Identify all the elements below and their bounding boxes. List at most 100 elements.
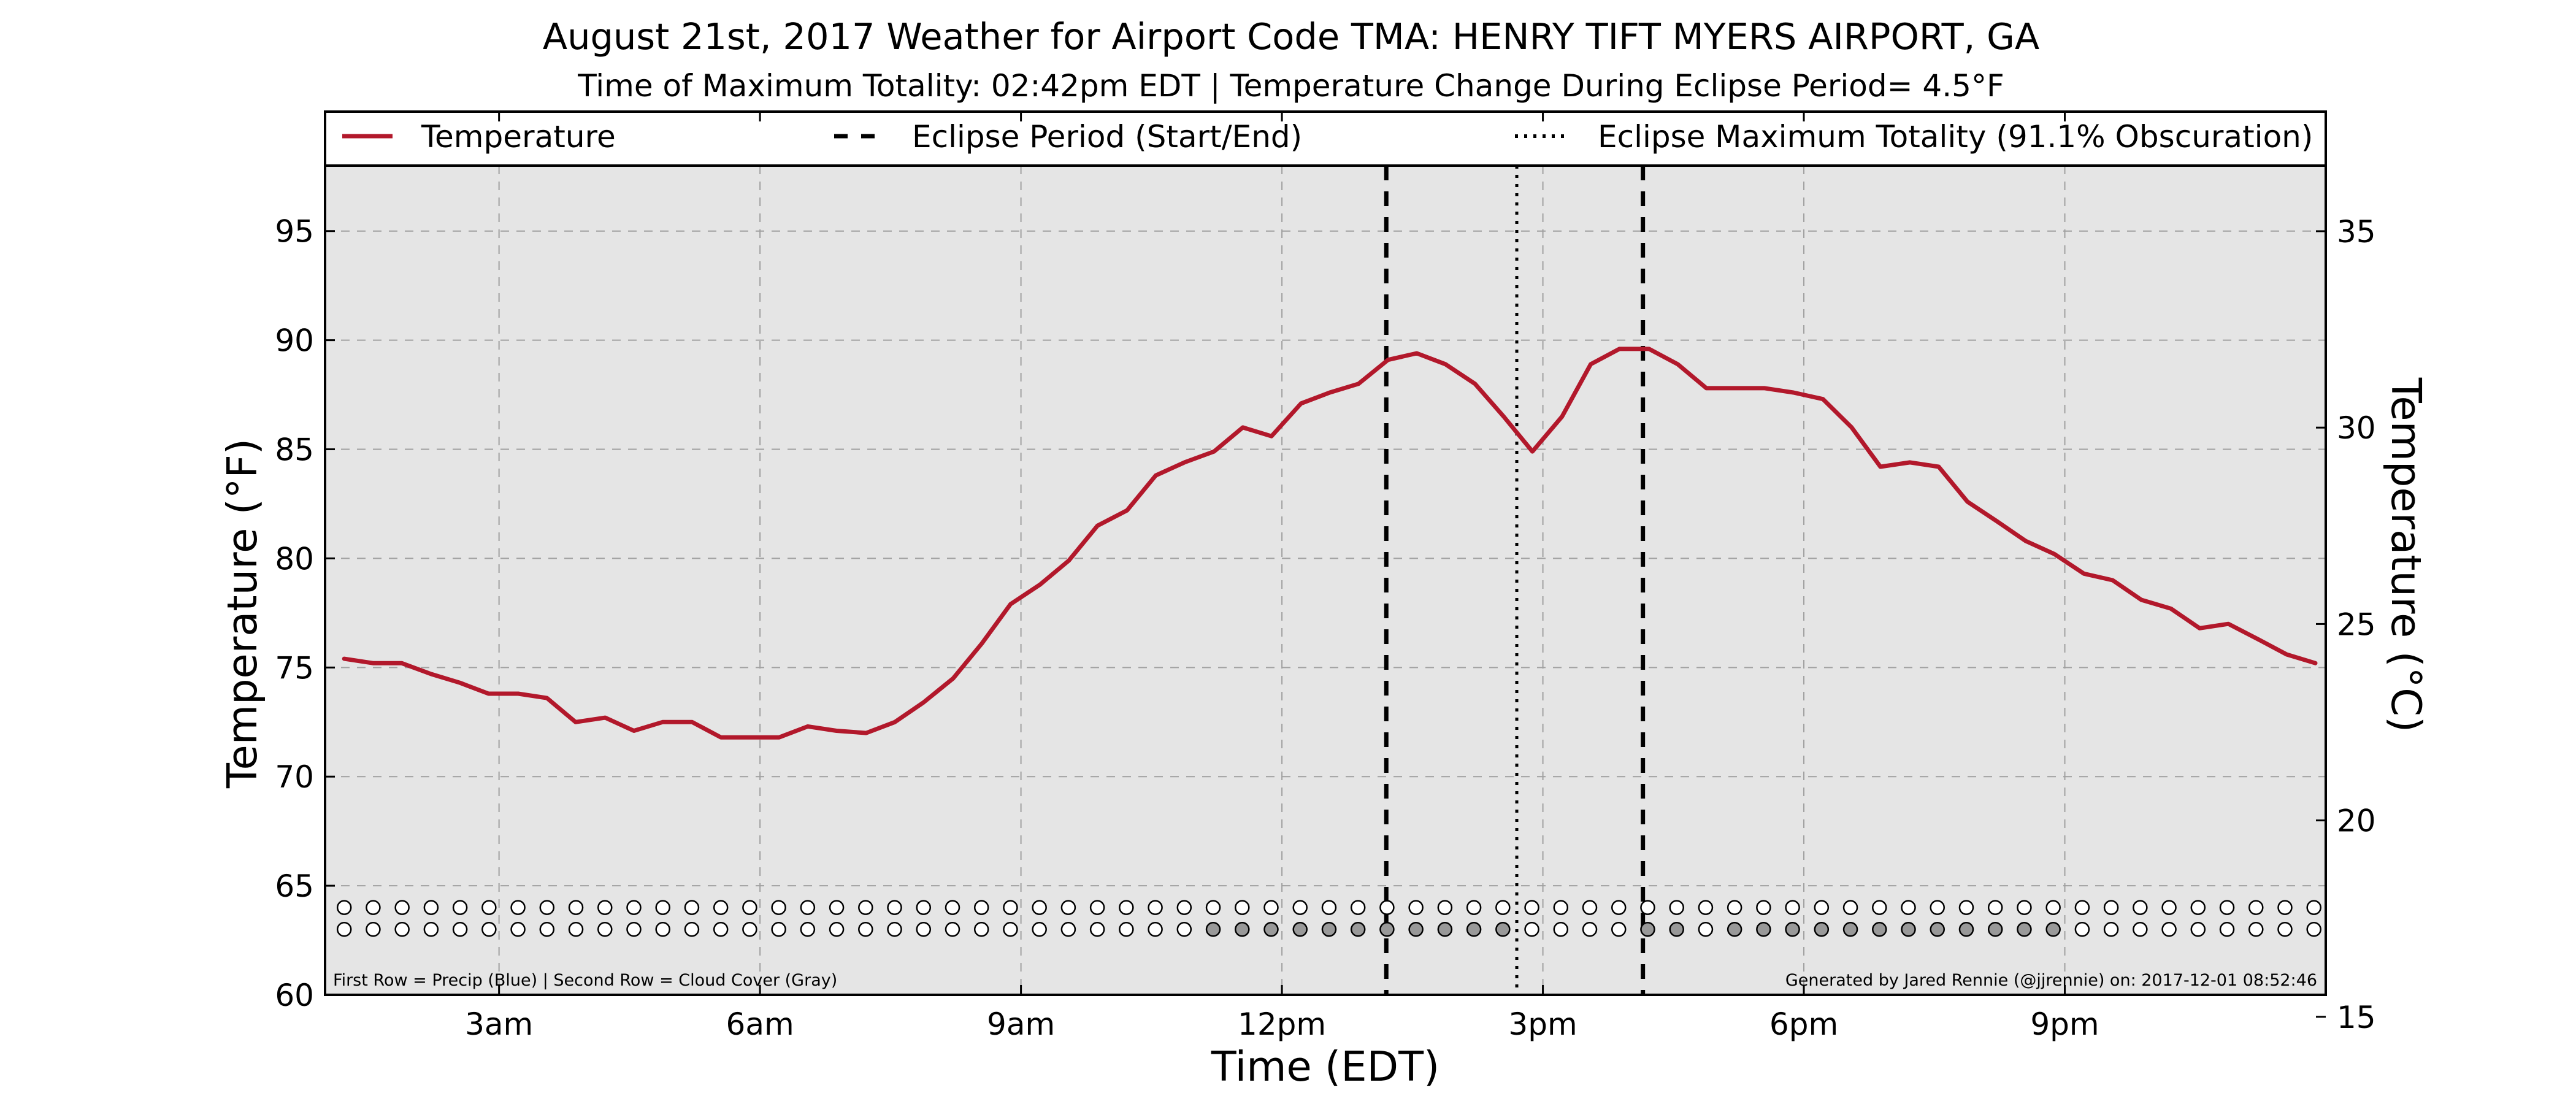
precip-dot — [1235, 900, 1250, 915]
precip-dot — [1640, 900, 1655, 915]
precip-dot — [2306, 900, 2321, 915]
precip-dot — [1379, 900, 1395, 915]
cloud-cover-dot — [452, 922, 468, 937]
cloud-cover-dot — [1611, 922, 1627, 937]
y-tick-label: 75 — [275, 650, 314, 686]
legend-label-temperature: Temperature — [421, 119, 616, 155]
precip-dot — [1524, 900, 1539, 915]
precip-dot — [742, 900, 757, 915]
cloud-cover-dot — [973, 922, 989, 937]
cloud-cover-dot — [1466, 922, 1482, 937]
precip-dot — [1205, 900, 1221, 915]
cloud-cover-dot — [2133, 922, 2148, 937]
cloud-cover-dot — [858, 922, 873, 937]
precip-dot — [2045, 900, 2061, 915]
chart-subtitle: Time of Maximum Totality: 02:42pm EDT | … — [577, 68, 2004, 104]
cloud-cover-dot — [394, 922, 410, 937]
cloud-cover-dot — [568, 922, 584, 937]
cloud-cover-dot — [1350, 922, 1366, 937]
x-axis-ticks: 3am 6am 9am 12pm 3pm 6pm 9pm — [465, 112, 2099, 1042]
cloud-cover-dot — [336, 922, 352, 937]
cloud-cover-dot — [2074, 922, 2090, 937]
cloud-cover-dot — [742, 922, 757, 937]
precip-dot — [452, 900, 468, 915]
precip-dot — [1842, 900, 1858, 915]
cloud-cover-dot — [1263, 922, 1279, 937]
precip-dot — [829, 900, 845, 915]
cloud-cover-dot — [1901, 922, 1916, 937]
y-tick-label: 95 — [275, 214, 314, 250]
cloud-cover-dot — [366, 922, 381, 937]
cloud-cover-dot — [2161, 922, 2177, 937]
cloud-cover-dot — [1495, 922, 1511, 937]
x-tick-label: 9pm — [2030, 1006, 2099, 1042]
footnote-right: Generated by Jared Rennie (@jjrennie) on… — [1785, 971, 2317, 990]
precip-dot — [1437, 900, 1453, 915]
cloud-cover-dot — [1814, 922, 1830, 937]
footnote-left: First Row = Precip (Blue) | Second Row =… — [333, 971, 837, 990]
precip-dot — [1292, 900, 1308, 915]
x-axis-label: Time (EDT) — [1211, 1043, 1439, 1091]
cloud-cover-dot — [1987, 922, 2003, 937]
precip-dot — [2219, 900, 2235, 915]
precip-dot — [2074, 900, 2090, 915]
precip-dot — [626, 900, 642, 915]
precip-dot — [1089, 900, 1105, 915]
y2-tick-label: 25 — [2337, 607, 2376, 642]
y-tick-label: 65 — [275, 868, 314, 904]
precip-dot — [1987, 900, 2003, 915]
cloud-cover-dot — [626, 922, 642, 937]
cloud-cover-dot — [1958, 922, 1974, 937]
legend-label-max-totality: Eclipse Maximum Totality (91.1% Obscurat… — [1598, 119, 2313, 155]
cloud-cover-dot — [1119, 922, 1134, 937]
precip-dot — [510, 900, 526, 915]
cloud-cover-dot — [655, 922, 670, 937]
precip-dot — [1901, 900, 1916, 915]
cloud-cover-dot — [1321, 922, 1337, 937]
x-tick-label: 3am — [465, 1006, 533, 1042]
cloud-cover-dot — [684, 922, 700, 937]
precip-dot — [1785, 900, 1800, 915]
precip-dot — [887, 900, 902, 915]
plot-area — [325, 166, 2326, 995]
y-tick-label: 60 — [275, 978, 314, 1013]
cloud-cover-dot — [1872, 922, 1887, 937]
cloud-cover-dot — [713, 922, 729, 937]
precip-dot — [2017, 900, 2032, 915]
cloud-cover-dot — [1235, 922, 1250, 937]
precip-dot — [481, 900, 497, 915]
precip-dot — [2161, 900, 2177, 915]
x-tick-label: 6am — [726, 1006, 794, 1042]
cloud-cover-dot — [539, 922, 555, 937]
precip-dot — [597, 900, 613, 915]
x-tick-label: 12pm — [1238, 1006, 1326, 1042]
precip-dot — [2277, 900, 2293, 915]
precip-dot — [539, 900, 555, 915]
chart-title: August 21st, 2017 Weather for Airport Co… — [543, 15, 2040, 58]
precip-dot — [916, 900, 932, 915]
cloud-cover-dot — [2306, 922, 2321, 937]
precip-dot — [1148, 900, 1163, 915]
x-tick-label: 3pm — [1508, 1006, 1577, 1042]
cloud-cover-dot — [829, 922, 845, 937]
x-tick-label: 9am — [987, 1006, 1055, 1042]
precip-dot — [1350, 900, 1366, 915]
precip-dot — [1263, 900, 1279, 915]
y2-tick-label: 30 — [2337, 410, 2376, 446]
precip-dot — [1553, 900, 1569, 915]
precip-dot — [2190, 900, 2206, 915]
cloud-cover-dot — [1292, 922, 1308, 937]
precip-dot — [1466, 900, 1482, 915]
cloud-cover-dot — [1582, 922, 1598, 937]
cloud-cover-dot — [510, 922, 526, 937]
precip-dot — [1756, 900, 1771, 915]
y2-axis-ticks: 15 20 25 30 35 — [2316, 214, 2376, 1035]
observation-rows — [336, 900, 2321, 937]
cloud-cover-dot — [1553, 922, 1569, 937]
cloud-cover-dot — [1669, 922, 1684, 937]
precip-dot — [655, 900, 670, 915]
cloud-cover-dot — [1930, 922, 1945, 937]
precip-dot — [1582, 900, 1598, 915]
cloud-cover-dot — [1437, 922, 1453, 937]
